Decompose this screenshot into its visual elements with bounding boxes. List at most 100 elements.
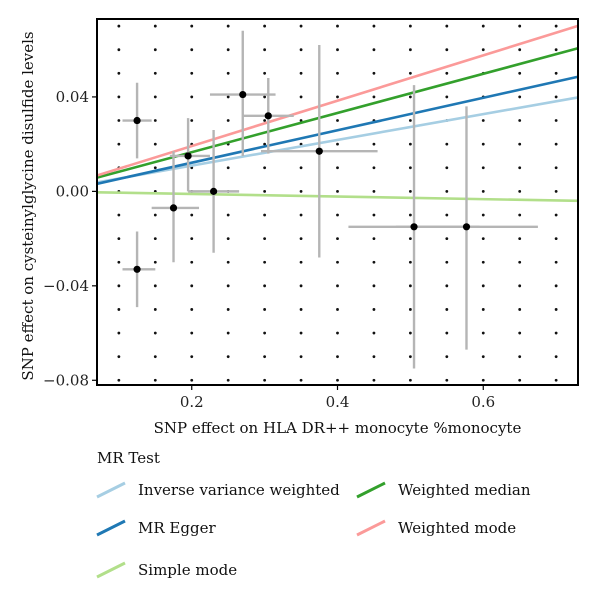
grid-dot [518,189,522,193]
grid-dot [554,24,558,28]
grid-dot [263,119,267,122]
grid-dot [372,331,376,335]
data-point [462,223,471,231]
grid-dot [226,71,230,75]
grid-dot [408,331,412,335]
x-tick-label: 0.6 [471,393,495,411]
y-tick-label: 0.04 [56,88,89,106]
grid-dot [518,119,522,122]
legend-label-weighted-median: Weighted median [398,481,531,499]
grid-dot [153,331,157,335]
grid-dot [117,24,121,28]
grid-dot [554,119,558,122]
grid-dot [408,189,412,193]
data-point [264,112,272,120]
grid-dot [518,213,522,217]
grid-dot [481,119,485,122]
grid-dot [518,48,522,52]
grid-dot [481,331,485,335]
data-point [133,265,141,273]
grid-dot [408,166,412,170]
y-tick-label: 0.00 [56,182,89,200]
grid-dot [445,95,449,99]
y-tick-label: −0.04 [43,277,89,295]
grid-dot [408,95,412,99]
grid-dot [481,189,485,193]
legend-label-mr-egger: MR Egger [138,519,216,537]
grid-dot [263,95,267,99]
legend-key-simple-mode [96,561,126,579]
grid-dot [372,71,376,75]
grid-dot [226,213,230,217]
grid-dot [554,308,558,311]
grid-dot [299,260,303,264]
grid-dot [372,24,376,28]
grid-dot [408,284,412,288]
grid-dot [226,331,230,335]
grid-dot [226,260,230,264]
line-weighted-median [96,47,579,179]
grid-dots [117,24,558,382]
grid-dot [117,48,121,52]
grid-dot [518,331,522,335]
grid-dot [554,142,558,146]
grid-dot [518,237,522,241]
grid-dot [117,355,121,359]
grid-dot [153,284,157,288]
grid-dot [226,378,230,382]
grid-dot [336,71,339,75]
grid-dot [336,260,339,264]
grid-dot [190,331,194,335]
grid-dot [117,284,121,288]
grid-dot [190,378,194,382]
grid-dot [299,355,303,359]
line-inverse-variance-weighted [96,96,579,184]
grid-dot [445,166,449,170]
grid-dot [263,331,267,335]
data-point [239,90,247,99]
grid-dot [336,308,339,311]
grid-dot [481,355,485,359]
grid-dot [263,142,267,146]
grid-dot [518,24,522,28]
line-mr-egger [96,75,579,186]
grid-dot [336,284,339,288]
grid-dot [554,355,558,359]
grid-dot [226,237,230,241]
grid-dot [445,24,449,28]
data-point [133,116,141,125]
data-point [410,223,418,231]
grid-dot [372,237,376,241]
grid-dot [117,71,121,75]
grid-dot [336,237,339,241]
grid-dot [336,24,339,28]
y-axis-title: SNP effect on cysteinylglycine disulfide… [19,31,37,380]
grid-dot [481,24,485,28]
legend-label-inverse-variance-weighted: Inverse variance weighted [138,481,340,499]
grid-dot [153,166,157,170]
grid-dot [226,24,230,28]
grid-dot [372,308,376,311]
grid-dot [481,48,485,52]
x-axis-title: SNP effect on HLA DR++ monocyte %monocyt… [154,419,522,437]
grid-dot [336,48,339,52]
grid-dot [299,166,303,170]
grid-dot [226,308,230,311]
grid-dot [153,213,157,217]
grid-dot [554,48,558,52]
grid-dot [263,71,267,75]
grid-dot [117,142,121,146]
data-points [122,30,538,369]
grid-dot [153,260,157,264]
grid-dot [299,331,303,335]
grid-dot [445,142,449,146]
legend-key-weighted-median [356,481,386,499]
x-tick-label: 0.4 [326,393,350,411]
grid-dot [263,24,267,28]
grid-dot [299,95,303,99]
grid-dot [554,331,558,335]
grid-dot [190,24,194,28]
line-simple-mode [96,190,579,203]
grid-dot [518,71,522,75]
